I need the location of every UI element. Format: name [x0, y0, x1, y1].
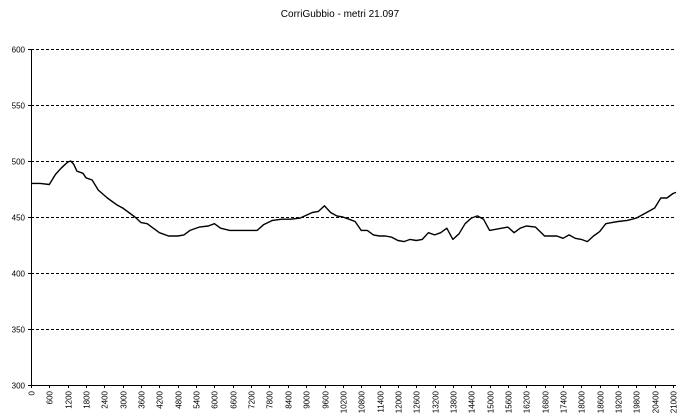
x-tick-label-13800: 13800 — [450, 390, 459, 413]
x-tick-label-1200: 1200 — [65, 390, 74, 408]
x-tick-label-9000: 9000 — [303, 390, 312, 408]
x-tick-label-600: 600 — [46, 390, 55, 404]
x-tick-label-3000: 3000 — [120, 390, 129, 408]
y-tick-label-550: 550 — [12, 102, 26, 111]
x-tick-label-19200: 19200 — [615, 390, 624, 413]
x-tick-label-14400: 14400 — [468, 390, 477, 413]
x-tick-label-17400: 17400 — [560, 390, 569, 413]
y-tick-label-450: 450 — [12, 214, 26, 223]
x-tick-label-0: 0 — [28, 390, 37, 395]
x-tick-label-6600: 6600 — [230, 390, 239, 408]
x-tick-label-4200: 4200 — [156, 390, 165, 408]
x-tick-label-12600: 12600 — [413, 390, 422, 413]
x-tick-label-4800: 4800 — [175, 390, 184, 408]
x-tick-label-21000: 21000 — [670, 390, 679, 413]
x-tick-label-10200: 10200 — [340, 390, 349, 413]
x-tick-label-18000: 18000 — [578, 390, 587, 413]
x-tick-label-7800: 7800 — [266, 390, 275, 408]
x-tick-label-20400: 20400 — [652, 390, 661, 413]
x-tick-label-15000: 15000 — [487, 390, 496, 413]
x-tick-label-13200: 13200 — [432, 390, 441, 413]
x-tick-label-6000: 6000 — [211, 390, 220, 408]
x-tick-label-16200: 16200 — [523, 390, 532, 413]
y-tick-label-300: 300 — [12, 382, 26, 391]
x-tick-label-10800: 10800 — [358, 390, 367, 413]
x-tick-label-7200: 7200 — [248, 390, 257, 408]
x-tick-label-18600: 18600 — [597, 390, 606, 413]
x-tick-label-11400: 11400 — [377, 390, 386, 412]
x-tick-label-5400: 5400 — [193, 390, 202, 408]
x-tick-label-2400: 2400 — [101, 390, 110, 408]
series-line-0 — [31, 160, 677, 243]
x-tick-label-15600: 15600 — [505, 390, 514, 413]
x-tick-label-16800: 16800 — [542, 390, 551, 413]
y-tick-label-500: 500 — [12, 158, 26, 167]
x-tick-label-19800: 19800 — [633, 390, 642, 413]
y-tick-label-400: 400 — [12, 270, 26, 279]
y-tick-label-600: 600 — [12, 46, 26, 55]
x-tick-label-1800: 1800 — [83, 390, 92, 408]
x-tick-label-8400: 8400 — [285, 390, 294, 408]
x-tick-label-12000: 12000 — [395, 390, 404, 413]
chart-title: CorriGubbio - metri 21.097 — [280, 9, 400, 20]
y-tick-label-350: 350 — [12, 326, 26, 335]
x-tick-label-9600: 9600 — [322, 390, 331, 408]
x-tick-label-3600: 3600 — [138, 390, 147, 408]
